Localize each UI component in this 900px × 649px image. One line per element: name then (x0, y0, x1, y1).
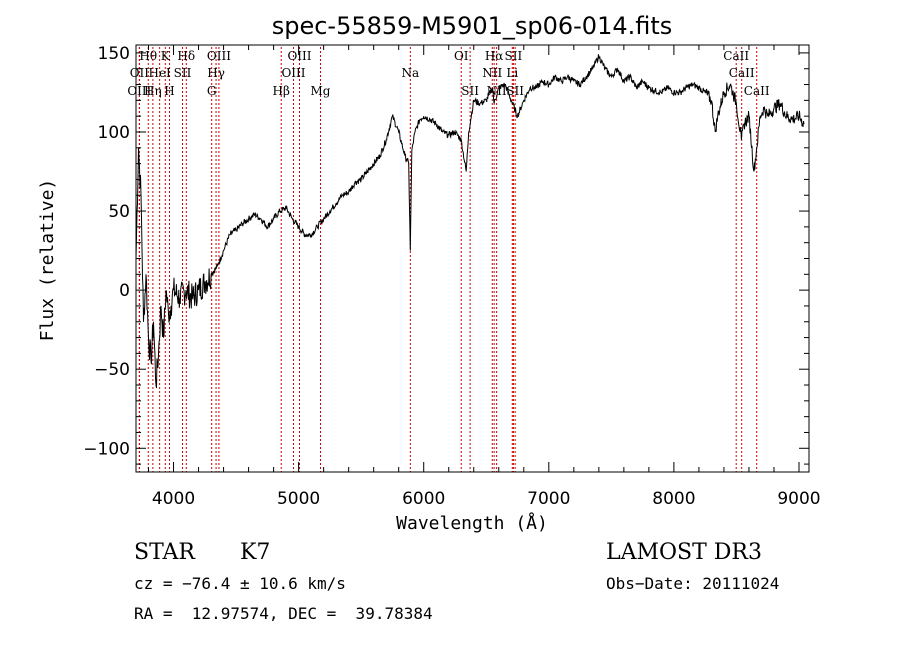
spectral-line-label: Hδ (177, 49, 195, 63)
spectral-line-label: HeI (148, 66, 171, 80)
spectral-line-label: CaII (744, 84, 770, 98)
object-subclass: K7 (240, 540, 271, 565)
spectral-line-label: OIII (287, 49, 311, 63)
chart-title: spec-55859-M5901_sp06-014.fits (272, 12, 673, 40)
spectral-line-label: SII (505, 49, 523, 63)
spectral-line-label: K (161, 49, 171, 63)
spectral-line-label: OIII (281, 66, 305, 80)
spectral-line-label: Hα (485, 49, 504, 63)
spectrum-line (135, 54, 805, 389)
spectral-line-label: OIII (207, 49, 231, 63)
spectral-line-label: Li (506, 66, 518, 80)
redshift-cz: cz = −76.4 ± 10.6 km/s (134, 574, 346, 593)
spectral-line-label: Hβ (273, 84, 290, 98)
spectral-line-label: Hγ (207, 66, 225, 80)
y-tick-label: −50 (94, 360, 130, 380)
spectral-line-label: Mg (311, 84, 331, 98)
x-tick-label: 9000 (777, 489, 820, 509)
spectral-line-label: OI (454, 49, 469, 63)
x-axis-ticks: 4000 5000 6000 7000 8000 9000 (148, 45, 821, 509)
spectral-line-label: CaII (723, 49, 749, 63)
spectral-line-label: SII (461, 84, 479, 98)
x-tick-label: 6000 (402, 489, 445, 509)
y-tick-label: 0 (119, 281, 130, 301)
x-axis-label: Wavelength (Å) (396, 512, 548, 534)
spectral-line-label: Hθ (139, 49, 157, 63)
spectral-line-label: Na (402, 66, 420, 80)
spectral-line-label: NII (482, 66, 502, 80)
spectral-line-label: SII (174, 66, 192, 80)
coordinates: RA = 12.97574, DEC = 39.78384 (134, 604, 433, 623)
y-tick-label: 100 (98, 123, 130, 143)
object-class: STAR (134, 540, 195, 565)
spectral-line-label: H (164, 84, 174, 98)
y-axis-label: Flux (relative) (37, 179, 58, 342)
y-tick-label: −100 (83, 439, 130, 459)
x-tick-label: 8000 (652, 489, 695, 509)
spectral-line-label: OII (130, 66, 150, 80)
spectral-line-label: OIII (127, 84, 151, 98)
x-tick-label: 4000 (152, 489, 195, 509)
spectral-line-label: G (207, 84, 217, 98)
x-tick-label: 7000 (527, 489, 570, 509)
spectral-line-label: SII (506, 84, 524, 98)
x-tick-label: 5000 (277, 489, 320, 509)
survey-name: LAMOST DR3 (606, 540, 762, 565)
spectrum-series (135, 54, 805, 389)
spectral-line-label: NII (487, 84, 507, 98)
y-axis-ticks: −100 −50 0 50 100 150 (83, 44, 809, 465)
y-tick-label: 150 (98, 44, 130, 64)
spectral-line-markers (138, 47, 758, 472)
observation-date: Obs−Date: 20111024 (606, 574, 780, 593)
spectral-line-label: CaII (729, 66, 755, 80)
spectral-line-label: Hη (144, 84, 162, 98)
y-tick-label: 50 (108, 202, 130, 222)
